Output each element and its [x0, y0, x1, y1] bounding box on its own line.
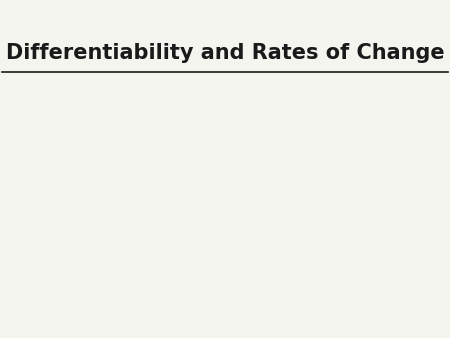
Text: Differentiability and Rates of Change: Differentiability and Rates of Change: [6, 43, 444, 63]
